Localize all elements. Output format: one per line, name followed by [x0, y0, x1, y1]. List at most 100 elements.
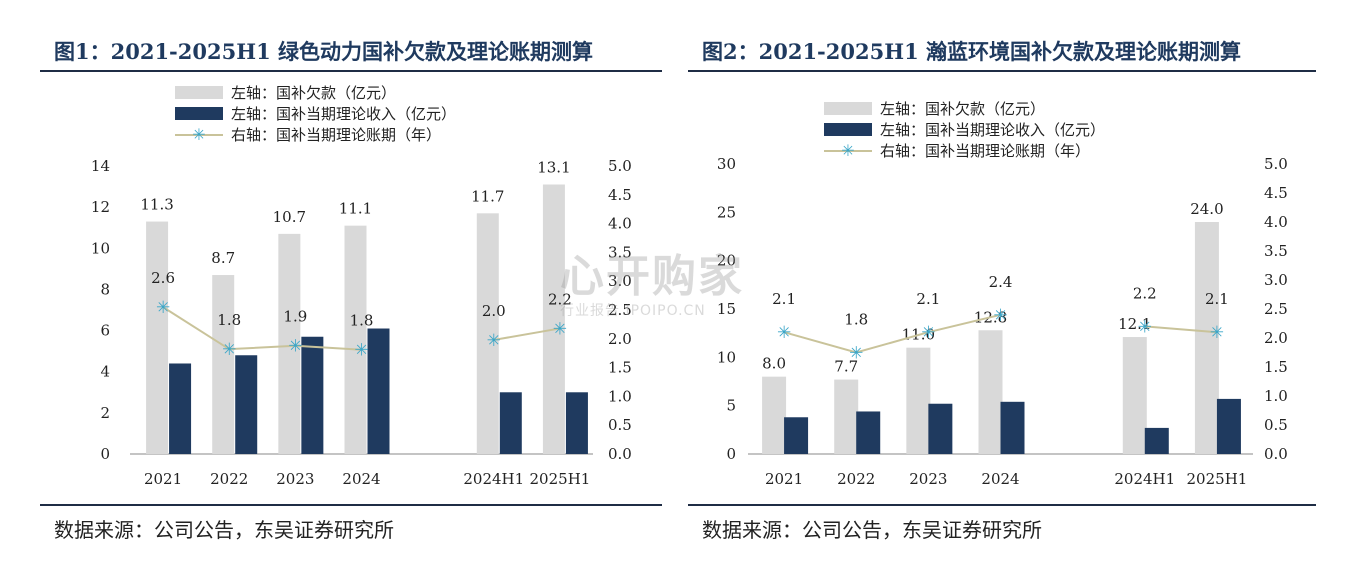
- y-right-tick-label: 3.5: [608, 243, 632, 261]
- legend-swatch-1: [824, 102, 872, 115]
- x-tick-label: 2025H1: [1187, 470, 1248, 488]
- bar-value-label: 8.0: [762, 355, 786, 373]
- line-point-marker: ✳: [1138, 317, 1152, 337]
- line-point-marker: ✳: [487, 331, 501, 351]
- y-left-tick-label: 15: [717, 300, 736, 318]
- chart-1-bottom-rule: [40, 504, 662, 506]
- y-right-tick-label: 2.0: [608, 330, 632, 348]
- line-point-marker: ✳: [849, 344, 863, 364]
- y-right-tick-label: 0.5: [608, 416, 632, 434]
- bar-arrears: [146, 221, 169, 454]
- bar-income: [856, 411, 881, 454]
- bar-income: [928, 403, 953, 454]
- y-right-tick-label: 0.0: [608, 445, 632, 463]
- line-value-label: 1.8: [350, 312, 374, 330]
- bar-value-label: 8.7: [211, 249, 235, 267]
- y-left-tick-label: 20: [717, 252, 736, 270]
- x-tick-label: 2022: [837, 470, 875, 488]
- x-tick-label: 2025H1: [530, 470, 591, 488]
- legend-label-1: 左轴：国补欠款（亿元）: [880, 100, 1045, 118]
- bar-value-label: 7.7: [834, 358, 858, 376]
- y-left-tick-label: 0: [100, 445, 110, 463]
- line-point-marker: ✳: [222, 340, 236, 360]
- y-left-tick-label: 25: [717, 203, 736, 221]
- chart-2-bottom-rule: [688, 504, 1316, 506]
- y-right-tick-label: 4.5: [608, 186, 632, 204]
- period-line: [493, 327, 561, 341]
- bar-income: [235, 355, 258, 454]
- y-right-tick-label: 0.0: [1264, 445, 1288, 463]
- x-tick-label: 2024: [342, 470, 380, 488]
- line-point-marker: ✳: [1210, 323, 1224, 343]
- period-line: [783, 313, 1001, 354]
- legend-marker-3: ✳: [192, 125, 205, 144]
- bar-arrears: [542, 184, 565, 454]
- x-tick-label: 2022: [210, 470, 248, 488]
- legend-label-3: 右轴：国补当期理论账期（年）: [880, 142, 1090, 160]
- chart-2-source: 数据来源：公司公告，东吴证券研究所: [702, 518, 1042, 542]
- chart-panel-1: 图1：2021-2025H1 绿色动力国补欠款及理论账期测算 左轴：国补欠款（亿…: [40, 0, 662, 568]
- y-right-tick-label: 1.5: [1264, 358, 1288, 376]
- y-right-tick-label: 4.0: [1264, 213, 1288, 231]
- y-right-tick-label: 1.0: [1264, 387, 1288, 405]
- bar-income: [1144, 427, 1169, 454]
- chart-1-title: 图1：2021-2025H1 绿色动力国补欠款及理论账期测算: [54, 39, 593, 64]
- y-right-tick-label: 1.5: [608, 359, 632, 377]
- y-right-tick-label: 3.0: [1264, 271, 1288, 289]
- line-point-marker: ✳: [993, 306, 1007, 326]
- legend-label-3: 右轴：国补当期理论账期（年）: [231, 126, 441, 144]
- x-tick-label: 2023: [909, 470, 947, 488]
- y-right-tick-label: 0.5: [1264, 416, 1288, 434]
- line-point-marker: ✳: [156, 298, 170, 318]
- bar-income: [1000, 401, 1025, 454]
- line-value-label: 2.1: [1205, 290, 1229, 308]
- x-tick-label: 2024H1: [463, 470, 524, 488]
- y-left-tick-label: 14: [91, 157, 110, 175]
- line-point-marker: ✳: [288, 337, 302, 357]
- x-tick-label: 2024H1: [1114, 470, 1175, 488]
- bar-income: [784, 417, 809, 454]
- bar-value-label: 11.1: [339, 200, 372, 218]
- y-right-tick-label: 2.0: [1264, 329, 1288, 347]
- line-value-label: 1.8: [217, 311, 241, 329]
- bar-value-label: 13.1: [537, 159, 570, 177]
- bar-arrears: [834, 379, 859, 454]
- period-line: [1144, 325, 1218, 334]
- y-right-tick-label: 4.0: [608, 215, 632, 233]
- bar-value-label: 11.3: [140, 196, 173, 214]
- bar-income: [301, 336, 324, 454]
- bar-arrears: [212, 275, 235, 454]
- y-left-tick-label: 8: [100, 280, 110, 298]
- y-left-tick-label: 0: [726, 445, 736, 463]
- bar-arrears: [344, 225, 367, 454]
- y-right-tick-label: 5.0: [1264, 155, 1288, 173]
- line-value-label: 2.0: [482, 302, 506, 320]
- chart-1-plot: 左轴：国补欠款（亿元） 左轴：国补当期理论收入（亿元） ✳ 右轴：国补当期理论账期（年…: [91, 84, 632, 488]
- bar-arrears: [278, 233, 301, 454]
- line-value-label: 2.6: [151, 269, 175, 287]
- legend-label-2: 左轴：国补当期理论收入（亿元）: [880, 121, 1105, 139]
- bar-income: [367, 328, 390, 454]
- y-left-tick-label: 2: [100, 404, 110, 422]
- bar-income: [499, 392, 522, 454]
- line-value-label: 2.2: [548, 290, 572, 308]
- x-tick-label: 2021: [765, 470, 803, 488]
- y-right-tick-label: 5.0: [608, 157, 632, 175]
- line-point-marker: ✳: [354, 341, 368, 361]
- bar-arrears: [906, 347, 931, 454]
- legend-label-1: 左轴：国补欠款（亿元）: [231, 84, 396, 102]
- chart-2-plot: 左轴：国补欠款（亿元） 左轴：国补当期理论收入（亿元） ✳ 右轴：国补当期理论账期（年…: [717, 100, 1288, 488]
- bar-value-label: 24.0: [1190, 200, 1223, 218]
- y-left-tick-label: 10: [717, 348, 736, 366]
- line-value-label: 1.9: [283, 308, 307, 326]
- y-left-tick-label: 5: [726, 397, 736, 415]
- line-point-marker: ✳: [777, 323, 791, 343]
- line-value-label: 2.4: [989, 273, 1013, 291]
- line-value-label: 2.1: [772, 290, 796, 308]
- chart-1-top-rule: [40, 70, 662, 72]
- bar-arrears: [1122, 337, 1147, 454]
- legend-swatch-1: [175, 86, 223, 99]
- bar-arrears: [978, 330, 1003, 454]
- bar-value-label: 12.1: [1118, 315, 1151, 333]
- x-tick-label: 2023: [276, 470, 314, 488]
